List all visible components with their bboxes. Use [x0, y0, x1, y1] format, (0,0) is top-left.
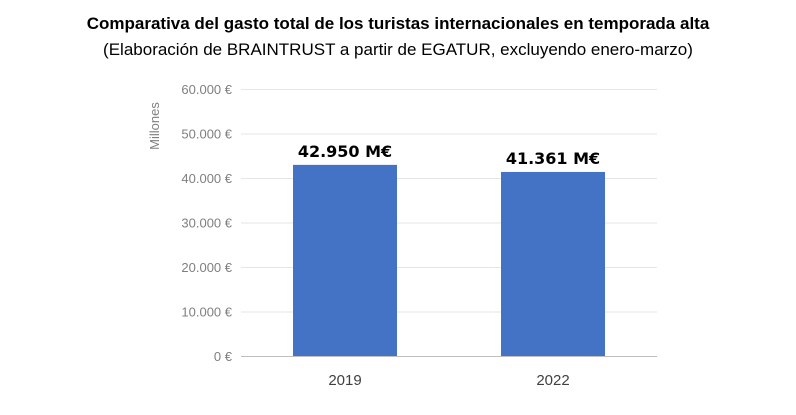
bar-2019 — [293, 164, 397, 356]
chart-title: Comparativa del gasto total de los turis… — [86, 14, 710, 33]
data-labels: 42.950 M€ 41.361 M€ — [298, 142, 600, 168]
x-tick-label: 2019 — [328, 372, 361, 389]
y-tick-label: 50.000 € — [181, 127, 232, 142]
x-tick-label: 2022 — [536, 372, 569, 389]
y-tick-label: 30.000 € — [181, 216, 232, 231]
data-label-2022: 41.361 M€ — [506, 149, 600, 168]
data-label-2019: 42.950 M€ — [298, 142, 392, 161]
y-tick-label: 20.000 € — [181, 260, 232, 275]
y-tick-label: 40.000 € — [181, 171, 232, 186]
y-axis-title: Millones — [147, 102, 162, 150]
y-tick-label: 60.000 € — [181, 82, 232, 97]
chart-subtitle: (Elaboración de BRAINTRUST a partir de E… — [103, 40, 693, 59]
bar-2022 — [501, 171, 605, 356]
x-axis-ticks: 2019 2022 — [328, 372, 569, 389]
y-axis-ticks: 0 € 10.000 € 20.000 € 30.000 € 40.000 € 50.00… — [181, 82, 232, 364]
y-tick-label: 10.000 € — [181, 305, 232, 320]
y-tick-label: 0 € — [214, 349, 233, 364]
bars — [293, 164, 605, 356]
